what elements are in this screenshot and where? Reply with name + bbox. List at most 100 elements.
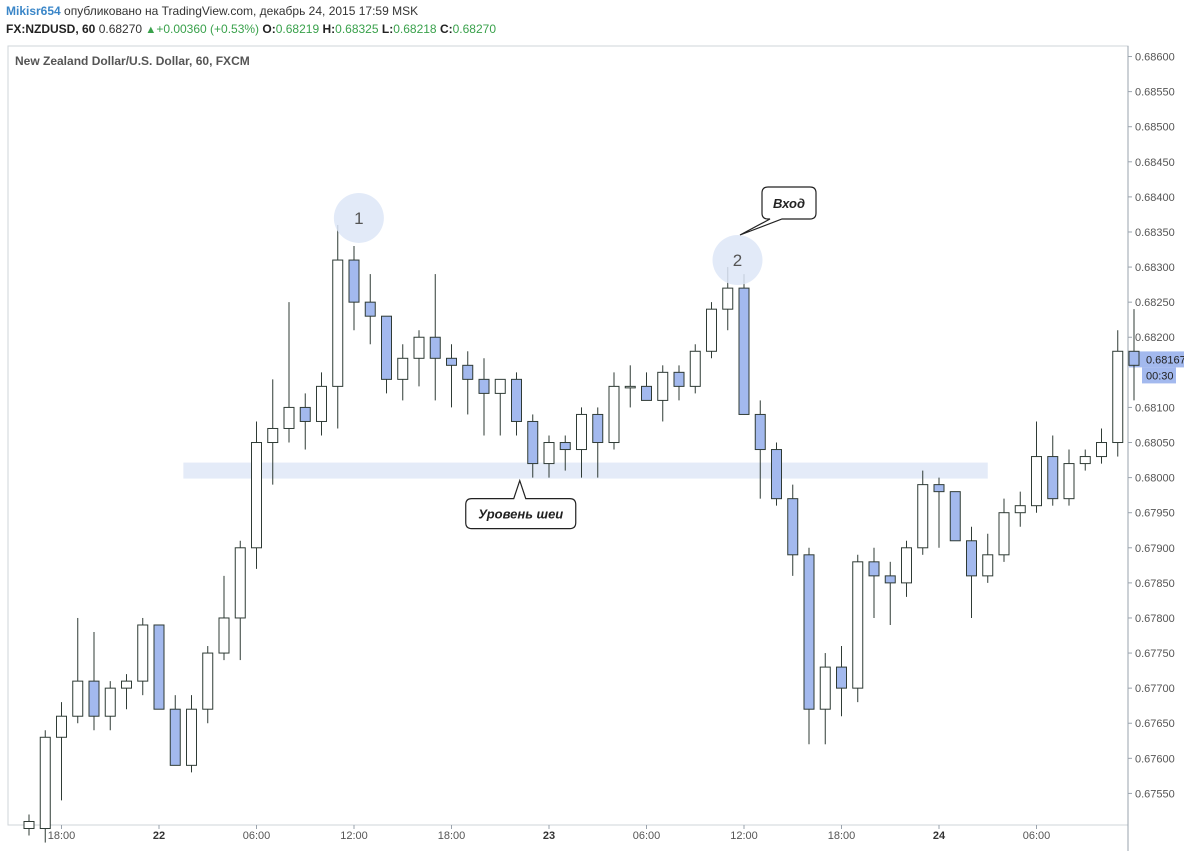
candle[interactable] [23, 814, 35, 836]
candle[interactable] [836, 646, 847, 717]
marker-label-1: 1 [354, 209, 363, 228]
candle[interactable] [1096, 428, 1107, 464]
candle[interactable] [267, 379, 279, 485]
candle-body-down [364, 301, 376, 317]
candle[interactable] [462, 351, 474, 415]
candle[interactable] [1014, 491, 1026, 527]
candle[interactable] [1079, 449, 1091, 471]
candle[interactable] [283, 302, 295, 443]
candle[interactable] [803, 547, 815, 745]
candle[interactable] [397, 344, 409, 401]
candle[interactable] [511, 372, 522, 436]
candle[interactable] [592, 407, 604, 478]
candle[interactable] [884, 561, 896, 625]
high-value: 0.68325 [335, 22, 379, 36]
candle[interactable] [852, 554, 864, 703]
candle-body-up [998, 512, 1010, 556]
candle-body-up [251, 442, 262, 549]
candle[interactable] [657, 365, 669, 422]
candle[interactable] [819, 653, 831, 745]
x-tick-label: 06:00 [1023, 830, 1051, 842]
open-value: 0.68219 [275, 22, 320, 36]
candle[interactable] [738, 274, 750, 415]
price-chart[interactable]: 0.68600 0.68550 0.68500 0.68450 0.68400 0.683… [0, 44, 1184, 851]
candle[interactable] [429, 274, 441, 401]
candle[interactable] [933, 477, 945, 548]
candle[interactable] [121, 674, 132, 710]
candle[interactable] [56, 702, 67, 801]
candle[interactable] [1128, 309, 1140, 401]
candle[interactable] [446, 344, 457, 408]
candle[interactable] [706, 302, 717, 359]
candle-body-up [1031, 456, 1042, 507]
y-tick-label: 0.67900 [1135, 543, 1175, 555]
candle[interactable] [39, 730, 51, 843]
candle[interactable] [917, 470, 929, 555]
candle[interactable] [1112, 330, 1124, 457]
candle[interactable] [186, 695, 197, 773]
candle[interactable] [72, 617, 84, 724]
candle[interactable] [251, 421, 262, 569]
candle[interactable] [348, 246, 360, 331]
candle[interactable] [673, 365, 685, 401]
candle[interactable] [316, 372, 327, 436]
candle-body-down [169, 708, 181, 766]
candle[interactable] [527, 414, 539, 478]
candle[interactable] [299, 393, 311, 450]
candle-body-down [966, 540, 977, 577]
candle[interactable] [381, 315, 392, 394]
candle-body-up [689, 350, 701, 387]
candle[interactable] [543, 435, 555, 478]
candle[interactable] [949, 491, 961, 542]
candle[interactable] [1047, 435, 1059, 506]
candle[interactable] [966, 526, 977, 618]
x-tick-label: 12:00 [730, 830, 758, 842]
candle-body-down [868, 561, 880, 577]
candle[interactable] [901, 540, 912, 597]
candle[interactable] [787, 484, 799, 576]
candle[interactable] [868, 547, 880, 618]
candle-body-down [478, 378, 490, 394]
candle-body-up [56, 715, 67, 738]
candle[interactable] [202, 646, 214, 724]
candle[interactable] [998, 498, 1010, 562]
candle-body-up [316, 385, 327, 422]
candle-body-up [819, 666, 831, 710]
author-link[interactable]: Mikisr654 [6, 4, 61, 18]
candle[interactable] [88, 632, 100, 731]
candle-body-up [543, 442, 555, 465]
symbol-label[interactable]: FX:NZDUSD, 60 [6, 22, 96, 36]
y-tick-label: 0.68600 [1135, 52, 1175, 64]
candle[interactable] [1031, 421, 1042, 513]
candle[interactable] [137, 617, 149, 696]
candle[interactable] [689, 344, 701, 394]
candle[interactable] [104, 681, 116, 731]
candle[interactable] [478, 358, 490, 436]
y-tick-label: 0.68500 [1135, 122, 1175, 134]
y-tick-label: 0.68300 [1135, 262, 1175, 274]
candle[interactable] [624, 365, 636, 408]
candle[interactable] [641, 372, 652, 401]
candle-body-up [218, 617, 230, 654]
candle[interactable] [153, 624, 165, 710]
candle[interactable] [332, 224, 344, 429]
candle[interactable] [234, 540, 246, 661]
candle[interactable] [559, 435, 571, 471]
candle[interactable] [982, 533, 994, 583]
candle[interactable] [218, 575, 230, 661]
candle[interactable] [771, 442, 782, 506]
y-tick-label: 0.67650 [1135, 718, 1175, 730]
candle[interactable] [169, 695, 181, 766]
candle-body-up [576, 413, 587, 451]
candle-body-down [153, 624, 165, 710]
candle[interactable] [754, 400, 766, 499]
candle-body-up [901, 547, 912, 584]
candle[interactable] [608, 372, 620, 450]
candle[interactable] [364, 274, 376, 345]
candle[interactable] [1063, 449, 1075, 506]
candle[interactable] [494, 378, 506, 436]
candle[interactable] [576, 407, 587, 478]
candle[interactable] [413, 330, 425, 387]
x-tick-label: 23 [543, 830, 555, 842]
candle-body-up [722, 287, 734, 310]
